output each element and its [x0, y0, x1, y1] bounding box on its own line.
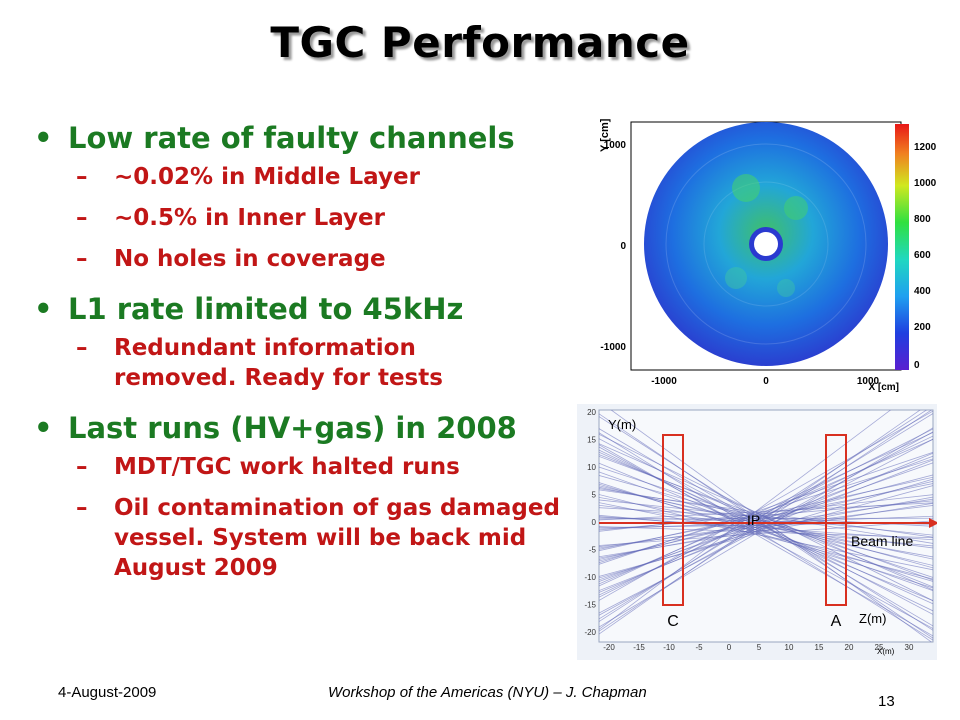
colorbar-tick: 1000: [914, 178, 937, 189]
traj-x-tick: 10: [785, 643, 794, 652]
colorbar-tick: 200: [914, 322, 931, 333]
hitmap-y-tick: 1000: [604, 140, 627, 151]
track-line: [599, 494, 933, 580]
footer-title: Workshop of the Americas (NYU) – J. Chap…: [328, 684, 647, 701]
colorbar-tick: 600: [914, 250, 931, 261]
ip-label: IP: [747, 512, 760, 528]
traj-y-tick: -5: [589, 546, 597, 555]
track-line: [599, 502, 933, 558]
hitmap-x-tick: 1000: [857, 376, 880, 387]
traj-x-tick: 15: [815, 643, 824, 652]
track-line: [599, 462, 933, 602]
track-lines: [599, 410, 933, 642]
side-a-label: A: [831, 613, 842, 630]
colorbar-tick: 1200: [914, 142, 937, 153]
detector-c: [662, 434, 684, 606]
sub-bullet-middle-layer: ~0.02% in Middle Layer: [30, 162, 590, 192]
traj-y-tick: -15: [584, 601, 596, 610]
hitmap-x-axis-label: X [cm]: [868, 382, 899, 393]
footer-date: 4-August-2009: [58, 684, 157, 701]
traj-y-ticks: 20 15 10 5 0 -5 -10 -15 -20: [584, 408, 596, 637]
traj-x-ticks: -20 -15 -10 -5 0 5 10 15 20 25 30: [603, 643, 914, 652]
traj-y-axis-label: Y(m): [608, 417, 636, 432]
colorbar-tick: 800: [914, 214, 931, 225]
traj-x-tick: -15: [633, 643, 645, 652]
hitmap-y-tick: 0: [620, 241, 626, 252]
traj-x-tick: 0: [727, 643, 732, 652]
traj-y-tick: 5: [592, 491, 597, 500]
bullet-l1-rate: L1 rate limited to 45kHz: [30, 291, 590, 327]
traj-x-tick: -10: [663, 643, 675, 652]
track-line: [599, 466, 933, 578]
sub-bullet-redundant-info: Redundant information removed. Ready for…: [30, 333, 514, 393]
trajectory-figure: Y(m) IP Beam line C A Z(m) X(m) -20 -15 -1…: [577, 404, 937, 660]
track-line: [599, 500, 933, 531]
track-line: [599, 433, 933, 602]
traj-x-tick: -20: [603, 643, 615, 652]
beam-arrow-icon: [929, 518, 937, 528]
beam-label: Beam line: [851, 533, 913, 549]
bullet-last-runs: Last runs (HV+gas) in 2008: [30, 410, 590, 446]
traj-y-tick: 10: [587, 463, 596, 472]
hitmap-figure: Y [cm] 1000 0 -1000 -1000 0 1000 X [cm] …: [596, 118, 946, 396]
svg-text:Y [cm]: Y [cm]: [599, 118, 611, 152]
bullet-list: Low rate of faulty channels ~0.02% in Mi…: [30, 120, 590, 594]
track-line: [599, 458, 933, 564]
colorbar-tick: 0: [914, 360, 920, 371]
traj-x-tick: 5: [757, 643, 762, 652]
track-line: [599, 428, 933, 627]
bullet-faulty-channels: Low rate of faulty channels: [30, 120, 590, 156]
side-c-label: C: [667, 613, 679, 630]
traj-x-tick: -5: [695, 643, 703, 652]
traj-y-tick: -10: [584, 573, 596, 582]
hitmap-y-axis-label: Y [cm]: [599, 118, 611, 152]
hitmap-x-tick: -1000: [651, 376, 677, 387]
colorbar-tick: 400: [914, 286, 931, 297]
traj-y-tick: 15: [587, 436, 596, 445]
sub-bullet-oil-contamination: Oil contamination of gas damaged vessel.…: [30, 493, 584, 583]
sub-bullet-inner-layer: ~0.5% in Inner Layer: [30, 203, 590, 233]
track-line: [599, 459, 933, 592]
traj-x-axis-label: Z(m): [859, 611, 886, 626]
traj-y-tick: 20: [587, 408, 596, 417]
traj-x-tick: 20: [845, 643, 854, 652]
traj-y-tick: -20: [584, 628, 596, 637]
traj-x-tick: 30: [905, 643, 914, 652]
hitmap-y-tick: -1000: [600, 342, 626, 353]
sub-bullet-work-halted: MDT/TGC work halted runs: [30, 452, 590, 482]
traj-x-unit-label: X(m): [877, 647, 895, 656]
detector-a: [825, 434, 847, 606]
sub-bullet-coverage: No holes in coverage: [30, 244, 590, 274]
slide-title: TGC Performance: [270, 18, 690, 67]
page-number: 13: [878, 693, 895, 710]
hitmap-colorbar: [895, 124, 909, 370]
hitmap-x-tick: 0: [763, 376, 769, 387]
traj-x-tick: 25: [875, 643, 884, 652]
traj-y-tick: 0: [592, 518, 597, 527]
